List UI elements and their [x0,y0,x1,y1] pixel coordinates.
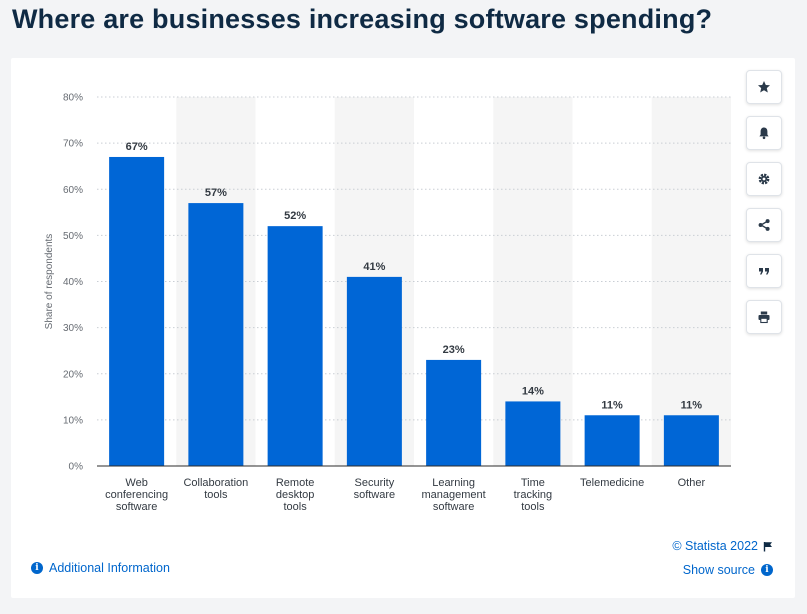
y-tick-label: 80% [63,93,83,104]
bar [188,203,244,466]
x-tick-label: management [422,489,486,501]
data-label: 41% [363,261,385,273]
x-tick-label: Security [355,477,395,489]
bar [346,276,402,466]
data-label: 14% [522,385,544,397]
x-tick-label: Collaboration [183,477,248,489]
y-tick-label: 0% [69,462,84,473]
page-title: Where are businesses increasing software… [12,4,713,34]
x-tick-label: Web [125,477,147,489]
x-tick-label: tools [284,501,308,513]
data-label: 52% [284,210,306,222]
x-tick-label: Telemedicine [580,477,644,489]
notification-button[interactable] [746,116,782,150]
show-source-link[interactable]: Show source i [683,563,773,577]
x-tick-label: tracking [514,489,553,501]
print-button[interactable] [746,300,782,334]
x-tick-label: conferencing [105,489,168,501]
x-tick-label: Other [678,477,706,489]
y-tick-label: 30% [63,323,83,334]
x-tick-label: software [354,489,396,501]
y-tick-label: 10% [63,415,83,426]
x-tick-label: tools [521,501,545,513]
data-label: 57% [205,187,227,199]
y-axis-label: Share of respondents [44,234,55,330]
bell-icon [759,127,769,140]
x-tick-label: desktop [276,489,315,501]
chart-card: 0% 10% 20% 30% 40% 50% 60% 70% 80% Share of respo… [11,58,795,598]
info-icon: i [761,564,773,576]
data-label: 11% [681,399,703,411]
y-tick-label: 60% [63,185,83,196]
bar [663,415,719,466]
cite-button[interactable] [746,254,782,288]
y-tick-label: 20% [63,369,83,380]
copyright-label: © Statista 2022 [672,539,758,553]
share-button[interactable] [746,208,782,242]
x-tick-label: tools [204,489,228,501]
flag-icon [763,541,772,551]
printer-icon [758,311,770,324]
additional-information-label: Additional Information [49,561,170,575]
show-source-label: Show source [682,563,755,577]
quote-icon [759,268,769,275]
favorite-button[interactable] [746,70,782,104]
additional-information-link[interactable]: i Additional Information [31,561,170,575]
bar [584,415,640,466]
x-tick-label: Remote [276,477,315,489]
copyright: © Statista 2022 [672,539,773,553]
gear-icon [758,173,770,185]
star-icon [758,81,770,93]
info-icon: i [31,562,43,574]
x-tick-label: Learning [432,477,475,489]
bar-chart: 0% 10% 20% 30% 40% 50% 60% 70% 80% Share of respo… [44,93,731,513]
y-tick-label: 70% [63,139,83,150]
x-tick-label: software [116,501,158,513]
bar [505,401,561,466]
data-label: 67% [126,141,148,153]
x-tick-label: software [433,501,475,513]
bar [267,226,323,466]
bar [109,156,165,466]
settings-button[interactable] [746,162,782,196]
x-tick-label: Time [521,477,545,489]
data-label: 23% [443,344,465,356]
data-label: 11% [601,399,623,411]
side-toolbar [746,70,782,346]
y-tick-label: 40% [63,277,83,288]
y-tick-label: 50% [63,231,83,242]
share-icon [758,219,770,231]
bar [426,359,482,466]
